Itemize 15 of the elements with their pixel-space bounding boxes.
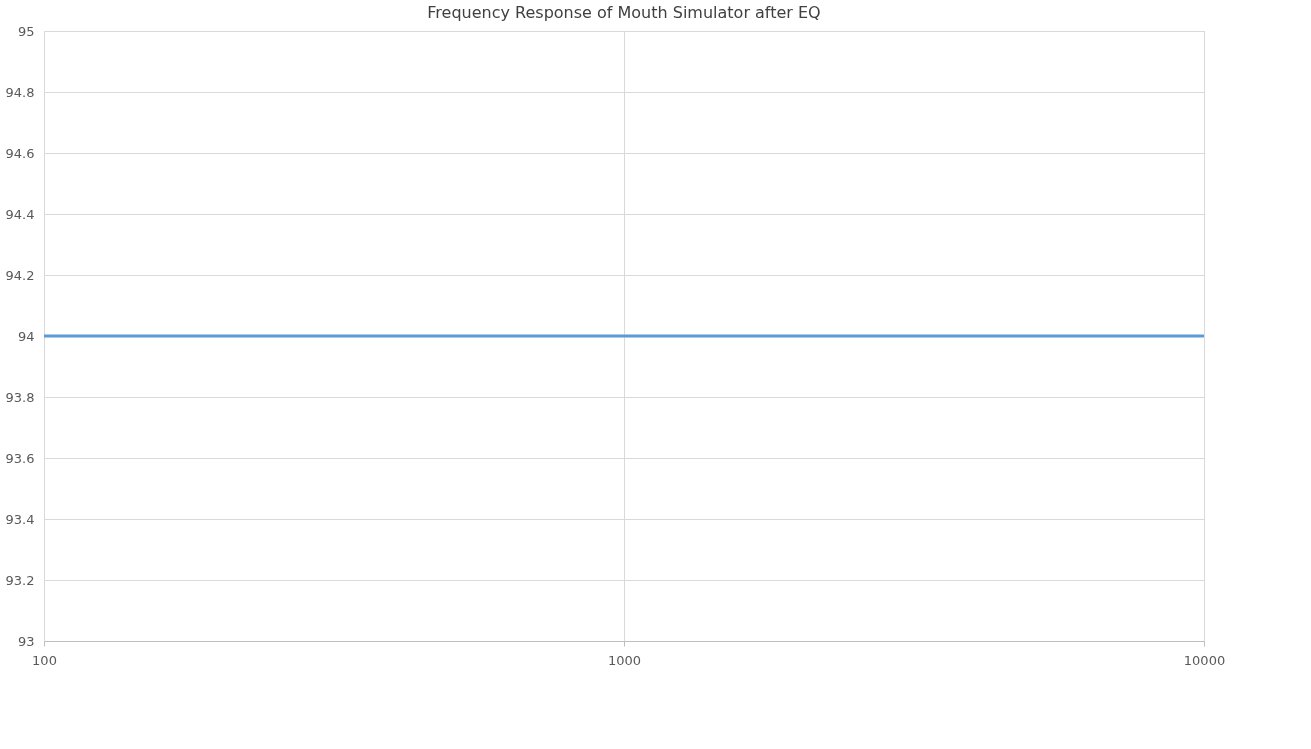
y-tick-label: 93.8	[5, 389, 35, 405]
y-tick-label: 94	[17, 328, 35, 344]
y-tick-label: 94.4	[5, 206, 35, 222]
y-tick-label: 94.8	[5, 84, 35, 100]
y-tick-label: 95	[17, 23, 35, 39]
x-tick-label: 100	[32, 652, 57, 668]
y-tick-label: 93.2	[5, 572, 35, 588]
y-tick-label: 94.6	[5, 145, 35, 161]
chart-title: Frequency Response of Mouth Simulator after EQ	[427, 3, 821, 22]
y-tick-label: 93	[17, 633, 35, 649]
y-tick-label: 93.6	[5, 450, 35, 466]
y-tick-label: 93.4	[5, 511, 35, 527]
x-tick-label: 1000	[607, 652, 642, 668]
y-tick-label: 94.2	[5, 267, 35, 283]
x-tick-label: 10000	[1183, 652, 1226, 668]
